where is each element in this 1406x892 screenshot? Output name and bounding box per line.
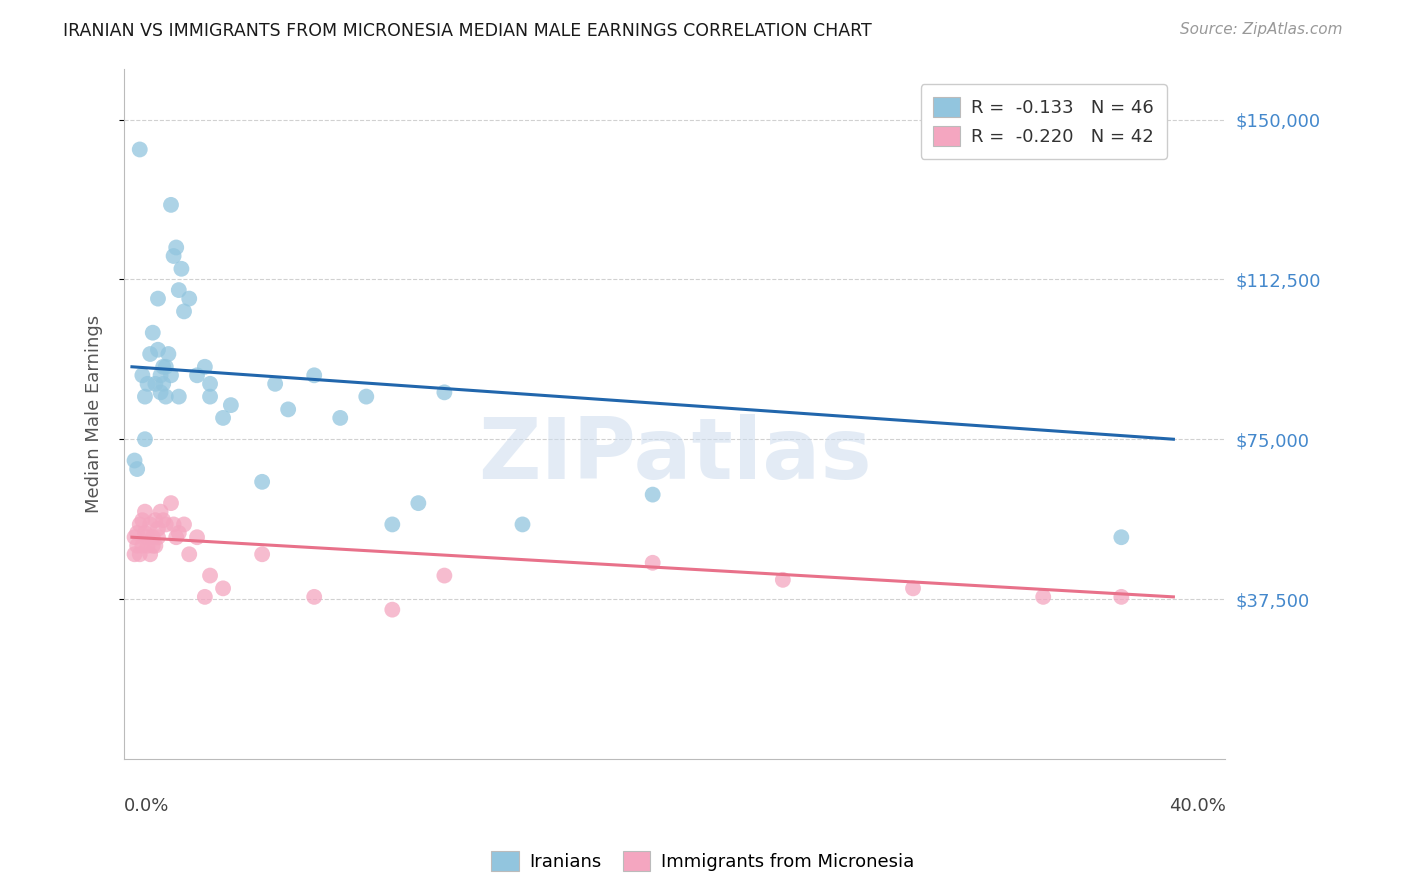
Point [1111,530,1133,544]
Point [250,475,273,489]
Point [152,359,174,374]
Point [127,539,149,553]
Point [145,513,167,527]
Text: 40.0%: 40.0% [1168,797,1226,814]
Point [512,517,534,532]
Point [128,517,150,532]
Point [134,505,156,519]
Text: IRANIAN VS IMMIGRANTS FROM MICRONESIA MEDIAN MALE EARNINGS CORRELATION CHART: IRANIAN VS IMMIGRANTS FROM MICRONESIA ME… [63,22,872,40]
Point [356,390,378,404]
Point [134,390,156,404]
Point [124,530,146,544]
Point [194,590,217,604]
Point [136,539,159,553]
Point [186,368,208,383]
Point [142,539,165,553]
Legend: R =  -0.133   N = 46, R =  -0.220   N = 42: R = -0.133 N = 46, R = -0.220 N = 42 [921,85,1167,159]
Point [157,347,180,361]
Point [165,530,187,544]
Point [149,368,172,383]
Point [152,376,174,391]
Point [136,530,159,544]
Point [901,582,924,596]
Point [152,513,174,527]
Point [131,513,153,527]
Point [167,390,190,404]
Point [329,411,352,425]
Point [641,487,664,501]
Point [167,283,190,297]
Point [134,432,156,446]
Point [173,304,195,318]
Text: Source: ZipAtlas.com: Source: ZipAtlas.com [1180,22,1343,37]
Text: 0.0%: 0.0% [124,797,170,814]
Point [142,326,165,340]
Point [136,376,159,391]
Point [139,347,162,361]
Point [127,462,149,476]
Point [124,453,146,467]
Point [160,496,183,510]
Point [139,547,162,561]
Point [186,530,208,544]
Point [146,530,169,544]
Point [162,249,184,263]
Point [162,517,184,532]
Point [167,525,190,540]
Legend: Iranians, Immigrants from Micronesia: Iranians, Immigrants from Micronesia [484,844,922,879]
Point [146,522,169,536]
Point [170,261,193,276]
Point [155,359,177,374]
Point [179,547,201,561]
Point [145,539,167,553]
Point [146,292,169,306]
Point [302,590,325,604]
Point [433,385,456,400]
Point [198,376,221,391]
Point [149,505,172,519]
Point [250,547,273,561]
Point [139,517,162,532]
Point [128,143,150,157]
Point [149,385,172,400]
Point [408,496,430,510]
Point [131,539,153,553]
Point [381,517,404,532]
Point [127,525,149,540]
Point [1032,590,1054,604]
Point [165,240,187,254]
Point [160,368,183,383]
Point [131,368,153,383]
Point [277,402,299,417]
Point [179,292,201,306]
Point [146,343,169,357]
Point [212,411,235,425]
Point [264,376,287,391]
Point [212,582,235,596]
Point [772,573,794,587]
Point [198,390,221,404]
Point [124,547,146,561]
Point [219,398,242,412]
Point [433,568,456,582]
Point [155,517,177,532]
Point [134,525,156,540]
Point [381,602,404,616]
Point [160,198,183,212]
Point [194,359,217,374]
Point [142,530,165,544]
Point [641,556,664,570]
Point [1111,590,1133,604]
Point [173,517,195,532]
Point [198,568,221,582]
Point [145,376,167,391]
Point [128,547,150,561]
Y-axis label: Median Male Earnings: Median Male Earnings [86,315,103,513]
Text: ZIPatlas: ZIPatlas [478,414,872,497]
Point [302,368,325,383]
Point [155,390,177,404]
